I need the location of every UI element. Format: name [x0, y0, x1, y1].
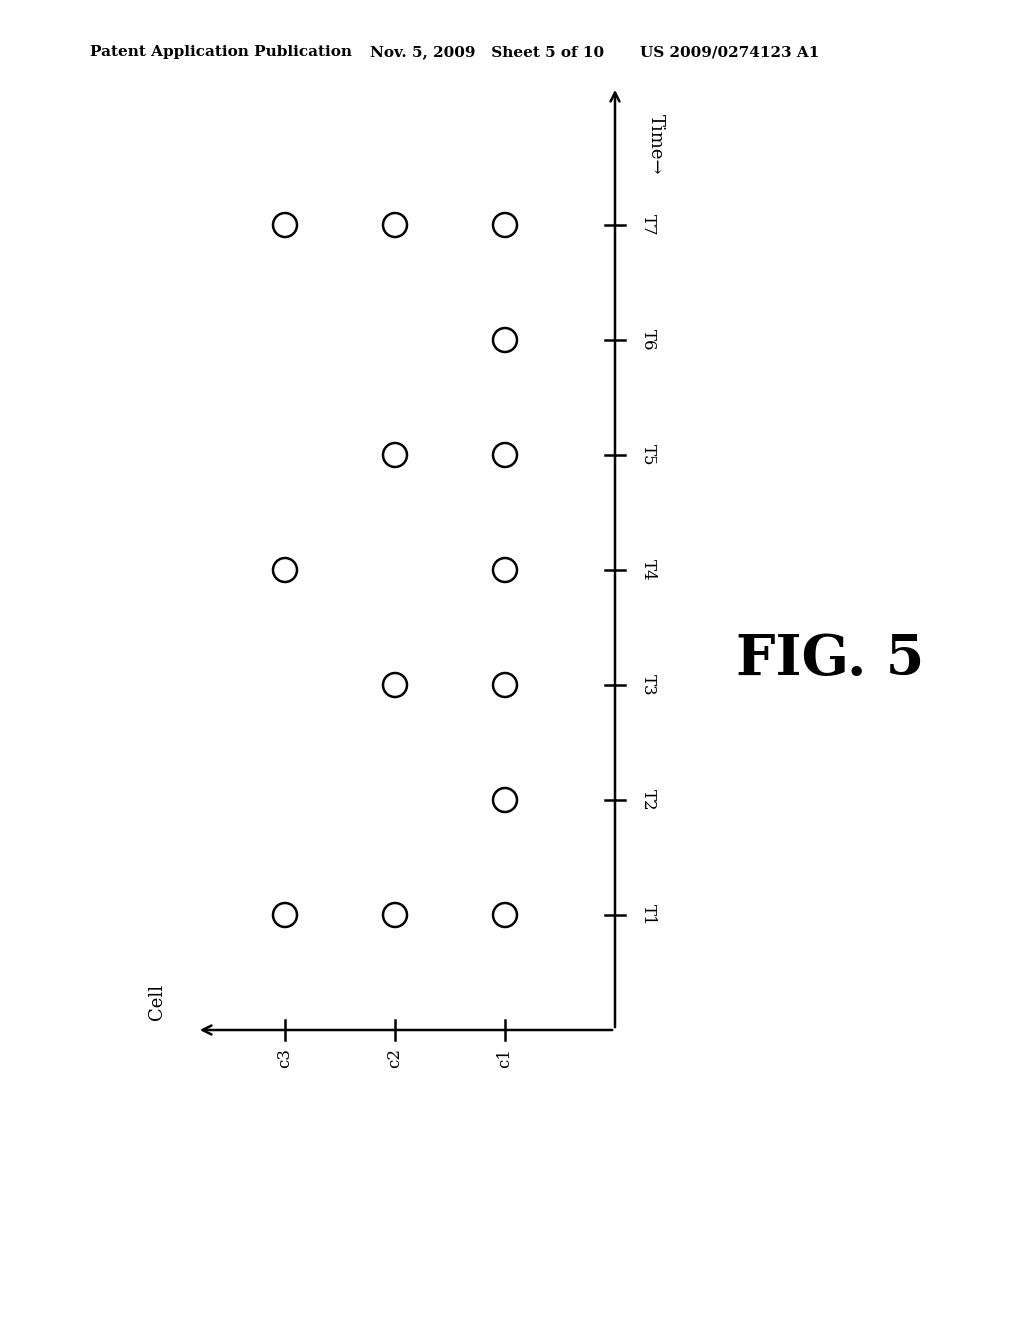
Text: T6: T6	[640, 329, 657, 351]
Text: T5: T5	[640, 445, 657, 466]
Text: T7: T7	[640, 214, 657, 236]
Text: FIG. 5: FIG. 5	[736, 632, 925, 688]
Text: Nov. 5, 2009   Sheet 5 of 10: Nov. 5, 2009 Sheet 5 of 10	[370, 45, 604, 59]
Text: T4: T4	[640, 560, 657, 581]
Text: c2: c2	[386, 1048, 403, 1068]
Text: T3: T3	[640, 675, 657, 696]
Text: Cell: Cell	[148, 983, 166, 1020]
Text: c3: c3	[276, 1048, 294, 1068]
Text: T2: T2	[640, 789, 657, 810]
Text: c1: c1	[497, 1048, 513, 1068]
Text: US 2009/0274123 A1: US 2009/0274123 A1	[640, 45, 819, 59]
Text: T1: T1	[640, 904, 657, 925]
Text: Patent Application Publication: Patent Application Publication	[90, 45, 352, 59]
Text: Time→: Time→	[647, 115, 665, 174]
